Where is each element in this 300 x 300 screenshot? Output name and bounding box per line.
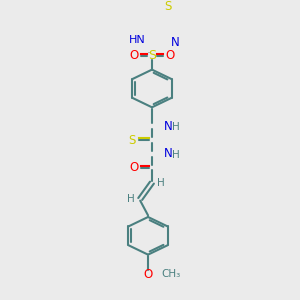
- Text: H: H: [172, 150, 179, 160]
- Text: H: H: [157, 178, 165, 188]
- Text: O: O: [143, 268, 153, 281]
- Text: S: S: [129, 134, 136, 146]
- Text: S: S: [164, 0, 171, 13]
- Text: O: O: [165, 49, 174, 62]
- Text: O: O: [130, 49, 139, 62]
- Text: N: N: [164, 148, 172, 160]
- Text: H: H: [172, 122, 179, 132]
- Text: N: N: [171, 36, 180, 49]
- Text: N: N: [164, 120, 172, 133]
- Text: H: H: [128, 194, 135, 204]
- Text: O: O: [130, 161, 139, 174]
- Text: HN: HN: [129, 35, 146, 45]
- Text: CH₃: CH₃: [162, 269, 181, 279]
- Text: S: S: [148, 49, 156, 62]
